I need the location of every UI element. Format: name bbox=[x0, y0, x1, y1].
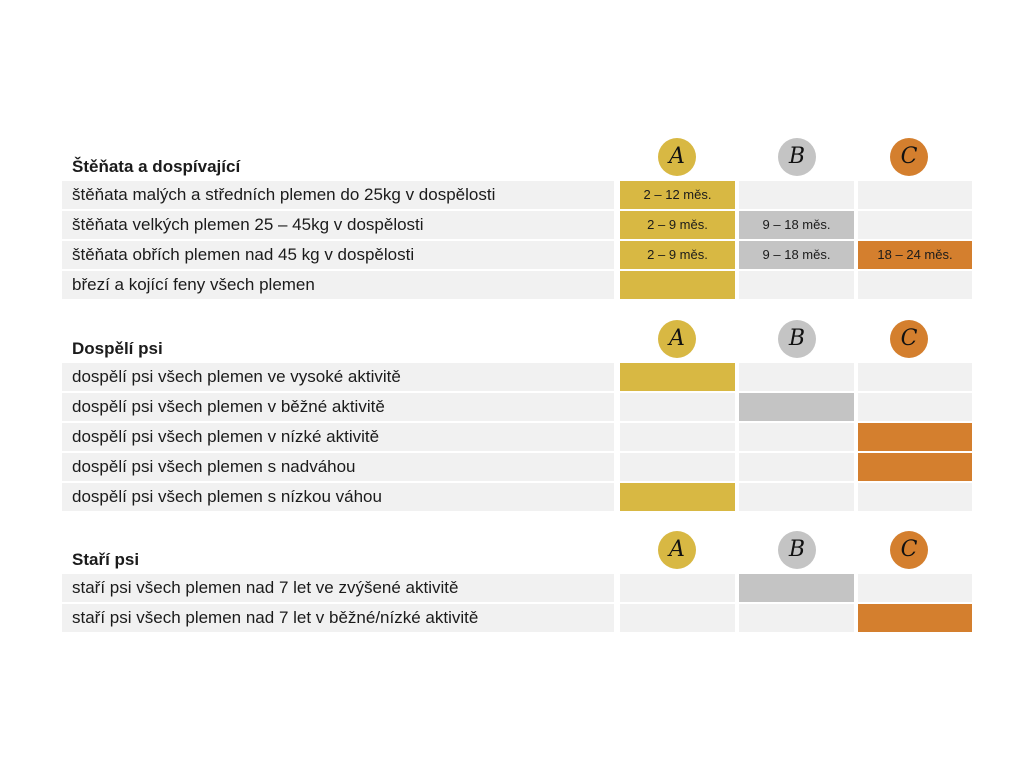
table-row: štěňata obřích plemen nad 45 kg v dospěl… bbox=[0, 240, 1024, 270]
row-label: dospělí psi všech plemen s nadváhou bbox=[62, 453, 614, 481]
cell-b bbox=[739, 181, 854, 209]
table-row: březí a kojící feny všech plemen bbox=[0, 270, 1024, 300]
cell-c bbox=[858, 211, 972, 239]
table-row: staří psi všech plemen nad 7 let ve zvýš… bbox=[0, 573, 1024, 603]
badge-a: A bbox=[658, 320, 696, 358]
cell-c bbox=[858, 453, 972, 481]
cell-a bbox=[620, 604, 735, 632]
cell-c bbox=[858, 423, 972, 451]
cell-c bbox=[858, 483, 972, 511]
cell-b bbox=[739, 574, 854, 602]
cell-c bbox=[858, 271, 972, 299]
cell-a bbox=[620, 574, 735, 602]
badge-c: C bbox=[890, 138, 928, 176]
cell-a: 2 – 12 měs. bbox=[620, 181, 735, 209]
row-label: štěňata velkých plemen 25 – 45kg v dospě… bbox=[62, 211, 614, 239]
table-row: dospělí psi všech plemen v běžné aktivit… bbox=[0, 392, 1024, 422]
badge-b: B bbox=[778, 320, 816, 358]
row-label: dospělí psi všech plemen v běžné aktivit… bbox=[62, 393, 614, 421]
cell-b bbox=[739, 393, 854, 421]
badge-a: A bbox=[658, 138, 696, 176]
cell-b bbox=[739, 423, 854, 451]
cell-c bbox=[858, 604, 972, 632]
table-row: dospělí psi všech plemen v nízké aktivit… bbox=[0, 422, 1024, 452]
cell-b bbox=[739, 604, 854, 632]
cell-c: 18 – 24 měs. bbox=[858, 241, 972, 269]
cell-a: 2 – 9 měs. bbox=[620, 241, 735, 269]
row-label: dospělí psi všech plemen s nízkou váhou bbox=[62, 483, 614, 511]
badge-c: C bbox=[890, 531, 928, 569]
cell-b bbox=[739, 363, 854, 391]
cell-b bbox=[739, 453, 854, 481]
table-row: staří psi všech plemen nad 7 let v běžné… bbox=[0, 603, 1024, 633]
cell-c bbox=[858, 363, 972, 391]
cell-b bbox=[739, 271, 854, 299]
cell-b bbox=[739, 483, 854, 511]
badge-c: C bbox=[890, 320, 928, 358]
table-row: štěňata velkých plemen 25 – 45kg v dospě… bbox=[0, 210, 1024, 240]
cell-a bbox=[620, 363, 735, 391]
cell-a bbox=[620, 393, 735, 421]
cell-a bbox=[620, 271, 735, 299]
cell-b: 9 – 18 měs. bbox=[739, 211, 854, 239]
cell-a bbox=[620, 453, 735, 481]
section-title: Staří psi bbox=[72, 550, 140, 569]
section-seniors: Staří psi A B C staří psi všech plemen n… bbox=[0, 527, 1024, 633]
cell-a bbox=[620, 423, 735, 451]
row-label: staří psi všech plemen nad 7 let ve zvýš… bbox=[62, 574, 614, 602]
section-title: Dospělí psi bbox=[72, 339, 163, 358]
row-label: štěňata malých a středních plemen do 25k… bbox=[62, 181, 614, 209]
badge-b: B bbox=[778, 531, 816, 569]
cell-a: 2 – 9 měs. bbox=[620, 211, 735, 239]
row-label: březí a kojící feny všech plemen bbox=[62, 271, 614, 299]
table-row: dospělí psi všech plemen s nízkou váhou bbox=[0, 482, 1024, 512]
cell-c bbox=[858, 393, 972, 421]
table-row: štěňata malých a středních plemen do 25k… bbox=[0, 180, 1024, 210]
cell-a bbox=[620, 483, 735, 511]
section-header: Staří psi A B C bbox=[0, 527, 1024, 573]
table-row: dospělí psi všech plemen s nadváhou bbox=[0, 452, 1024, 482]
badge-a: A bbox=[658, 531, 696, 569]
row-label: staří psi všech plemen nad 7 let v běžné… bbox=[62, 604, 614, 632]
badge-b: B bbox=[778, 138, 816, 176]
cell-c bbox=[858, 181, 972, 209]
row-label: dospělí psi všech plemen v nízké aktivit… bbox=[62, 423, 614, 451]
cell-c bbox=[858, 574, 972, 602]
section-puppies: Štěňata a dospívající A B C štěňata malý… bbox=[0, 134, 1024, 300]
row-label: dospělí psi všech plemen ve vysoké aktiv… bbox=[62, 363, 614, 391]
section-title: Štěňata a dospívající bbox=[72, 157, 241, 176]
row-label: štěňata obřích plemen nad 45 kg v dospěl… bbox=[62, 241, 614, 269]
cell-b: 9 – 18 měs. bbox=[739, 241, 854, 269]
table-row: dospělí psi všech plemen ve vysoké aktiv… bbox=[0, 362, 1024, 392]
section-header: Štěňata a dospívající A B C bbox=[0, 134, 1024, 180]
section-header: Dospělí psi A B C bbox=[0, 316, 1024, 362]
section-adults: Dospělí psi A B C dospělí psi všech plem… bbox=[0, 316, 1024, 512]
